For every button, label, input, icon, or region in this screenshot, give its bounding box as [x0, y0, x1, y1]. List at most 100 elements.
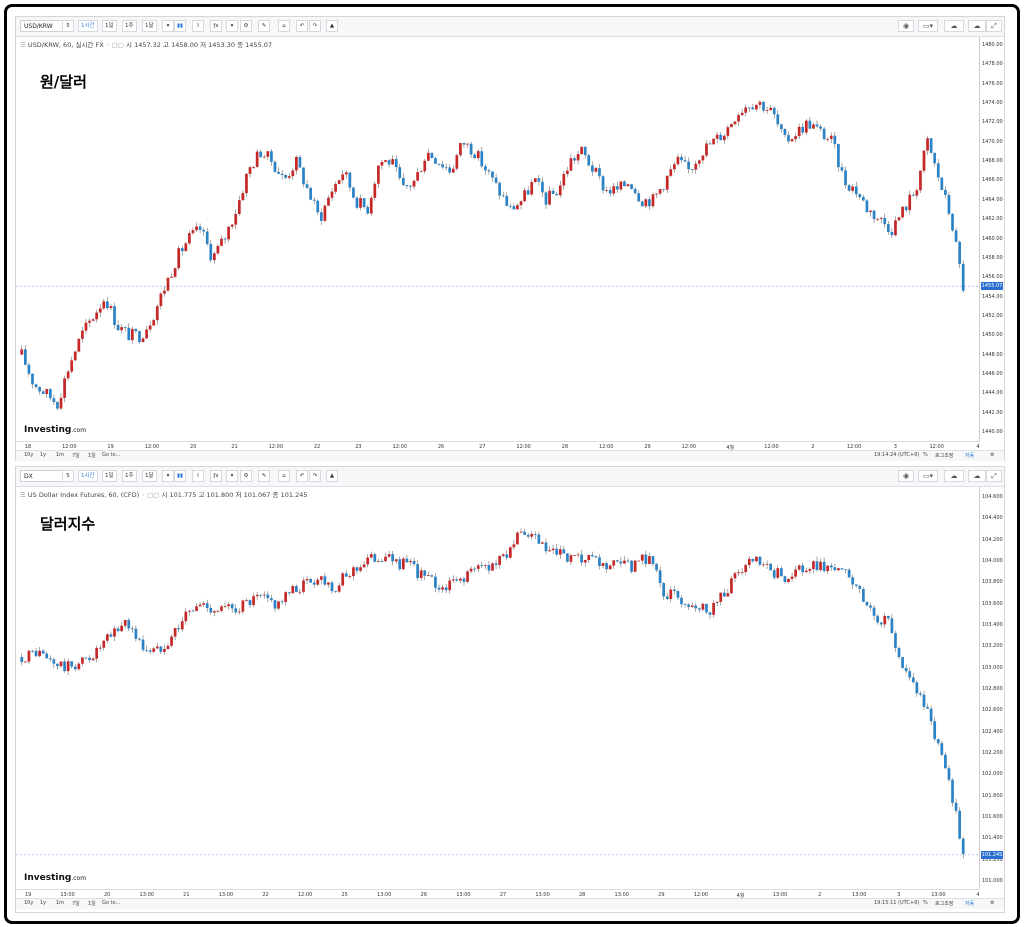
candle-body — [940, 177, 944, 190]
candle-body — [341, 174, 345, 181]
interval-1w-button[interactable]: 1주 — [122, 470, 137, 482]
settings-icon[interactable]: ⚙ — [240, 20, 252, 32]
candle-body — [701, 603, 705, 610]
candles-icon[interactable]: ▮▮ — [174, 20, 187, 32]
candle-body — [523, 190, 526, 202]
alert-icon[interactable]: ▲ — [326, 20, 338, 32]
interval-5-button[interactable]: 5 — [62, 470, 74, 482]
cloud-save-icon[interactable]: ☁ — [944, 20, 964, 32]
redo-icon[interactable]: ↷ — [309, 470, 321, 482]
draw-icon[interactable]: ✎ — [258, 20, 270, 32]
candle-body — [473, 154, 477, 159]
candle-body — [587, 155, 591, 166]
interval-1m-button[interactable]: 1달 — [142, 470, 157, 482]
range-button[interactable]: 7일 — [72, 453, 80, 459]
range-button[interactable]: Go to... — [102, 900, 121, 906]
interval-1w-button[interactable]: 1주 — [122, 20, 137, 32]
candle-body — [615, 560, 619, 562]
camera-icon[interactable]: ◉ — [898, 470, 914, 482]
interval-1d-button[interactable]: 1일 — [102, 470, 117, 482]
investing-logo: Investing.com — [24, 425, 86, 435]
range-button[interactable]: 1일 — [88, 901, 96, 907]
y-tick-label: 1450.00 — [982, 332, 1003, 339]
range-button[interactable]: 1y — [40, 900, 47, 906]
draw-tools-icon[interactable]: ⌂ — [278, 20, 290, 32]
cloud-save-icon[interactable]: ☁ — [944, 470, 964, 482]
cloud-load-icon[interactable]: ☁ — [968, 470, 986, 482]
fullscreen-icon[interactable]: ⤢ — [986, 470, 1002, 482]
candle-body — [451, 168, 455, 173]
cloud-load-icon[interactable]: ☁ — [968, 20, 986, 32]
settings-icon[interactable]: ⚙ — [240, 470, 252, 482]
range-button[interactable]: 1m — [56, 900, 65, 906]
interval-1h-button[interactable]: 1시간 — [78, 470, 98, 482]
chevron-down-icon[interactable]: ▾ — [162, 470, 174, 482]
candle-body — [84, 657, 88, 659]
redo-icon[interactable]: ↷ — [309, 20, 321, 32]
line-chart-icon[interactable]: ⌇ — [192, 470, 204, 482]
chevron-down-icon[interactable]: ▾ — [226, 470, 238, 482]
range-button[interactable]: 1m — [56, 452, 65, 458]
auto-scale-button[interactable]: 자동 — [965, 453, 975, 459]
undo-icon[interactable]: ↶ — [296, 470, 308, 482]
plot-area[interactable] — [16, 37, 980, 442]
draw-tools-icon[interactable]: ⌂ — [278, 470, 290, 482]
range-button[interactable]: 1y — [40, 452, 47, 458]
candle-body — [505, 554, 509, 558]
chevron-down-icon[interactable]: ▾ — [162, 20, 174, 32]
log-scale-button[interactable]: 로그조정 — [935, 901, 954, 907]
candle-body — [291, 170, 295, 177]
candle-body — [459, 143, 462, 156]
ohlc-h-label: 고 — [163, 41, 170, 49]
camera-icon[interactable]: ◉ — [898, 20, 914, 32]
y-tick-label: 1442.00 — [982, 409, 1003, 416]
candles-icon[interactable]: ▮▮ — [174, 470, 187, 482]
chevron-down-icon[interactable]: ▾ — [226, 20, 238, 32]
percent-button[interactable]: % — [923, 452, 928, 458]
auto-scale-button[interactable]: 자동 — [965, 901, 975, 907]
y-tick-label: 104.000 — [982, 558, 1003, 564]
symbol-search-input[interactable]: DX — [20, 470, 74, 482]
percent-button[interactable]: % — [923, 900, 928, 906]
time-axis[interactable]: 19 13:00 20 13:00 21 13:00 22 12:00 25 13:00 26 13:… — [16, 889, 980, 900]
range-button[interactable]: 7일 — [72, 901, 80, 907]
indicators-icon[interactable]: ƒx — [210, 20, 222, 32]
time-axis[interactable]: 18 12:00 19 12:00 20 21 12:00 22 23 12:00 26 27 12:0… — [16, 441, 980, 452]
candle-body — [148, 650, 152, 652]
candle-body — [369, 197, 373, 214]
candle-body — [20, 657, 24, 663]
candle-body — [426, 152, 430, 161]
fullscreen-icon[interactable]: ⤢ — [986, 20, 1002, 32]
candle-body — [961, 838, 965, 854]
indicators-icon[interactable]: ƒx — [210, 470, 222, 482]
interval-5-button[interactable]: 5 — [62, 20, 74, 32]
price-axis[interactable]: 1480.00 1478.00 1476.00 1474.00 1472.00 1470.… — [980, 37, 1004, 442]
candle-body — [573, 158, 576, 161]
x-tick-label: 12:00 — [929, 444, 944, 450]
interval-1h-button[interactable]: 1시간 — [78, 20, 98, 32]
alert-icon[interactable]: ▲ — [326, 470, 338, 482]
draw-icon[interactable]: ✎ — [258, 470, 270, 482]
interval-1m-button[interactable]: 1달 — [142, 20, 157, 32]
settings-icon[interactable]: ⚙ — [990, 900, 995, 906]
plot-area[interactable] — [16, 487, 980, 889]
candle-body — [872, 607, 876, 616]
interval-1d-button[interactable]: 1일 — [102, 20, 117, 32]
line-chart-icon[interactable]: ⌇ — [192, 20, 204, 32]
log-scale-button[interactable]: 로그조정 — [935, 453, 954, 459]
range-button[interactable]: 1일 — [88, 453, 96, 459]
range-button[interactable]: 10y — [24, 452, 34, 458]
candle-body — [434, 158, 437, 164]
candle-body — [266, 151, 270, 157]
layout-icon[interactable]: ▭▾ — [918, 470, 938, 482]
settings-icon[interactable]: ⚙ — [990, 452, 995, 458]
candle-body — [794, 569, 797, 577]
price-axis[interactable]: 104.600 104.400 104.200 104.000 103.800 103.6… — [980, 487, 1004, 889]
range-button[interactable]: 10y — [24, 900, 34, 906]
undo-icon[interactable]: ↶ — [296, 20, 308, 32]
layout-icon[interactable]: ▭▾ — [918, 20, 938, 32]
candle-body — [202, 603, 206, 605]
range-button[interactable]: Go to... — [102, 452, 121, 458]
candle-body — [794, 136, 797, 140]
candle-body — [34, 650, 38, 657]
